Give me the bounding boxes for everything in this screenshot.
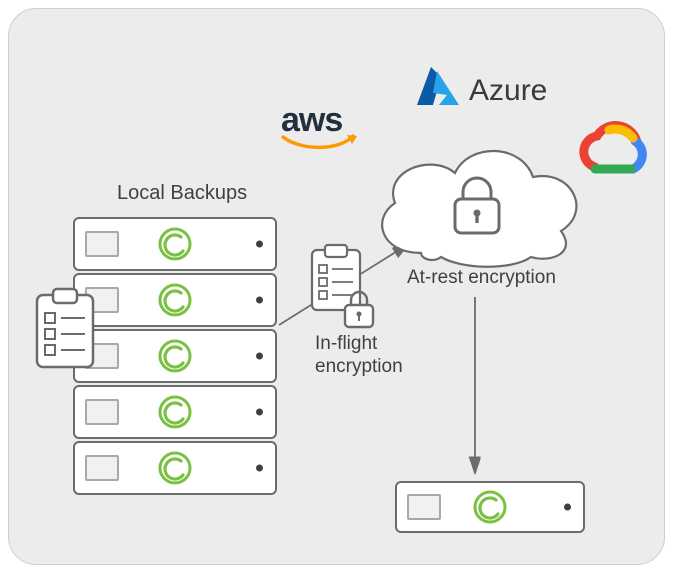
google-cloud-logo (575, 117, 651, 186)
server-led-icon (564, 504, 571, 511)
server-unit (395, 481, 585, 533)
google-cloud-icon (575, 117, 651, 181)
aws-smile-icon (281, 133, 359, 153)
azure-logo: Azure (415, 65, 547, 109)
azure-mark-icon (415, 65, 461, 109)
aws-text: aws (281, 103, 359, 137)
diagram-canvas: Local Backups (8, 8, 665, 565)
aws-logo: aws (281, 103, 359, 158)
azure-text: Azure (469, 76, 547, 109)
server-slot-icon (407, 494, 441, 520)
cohesity-logo-icon (472, 489, 508, 525)
single-server (395, 481, 585, 535)
